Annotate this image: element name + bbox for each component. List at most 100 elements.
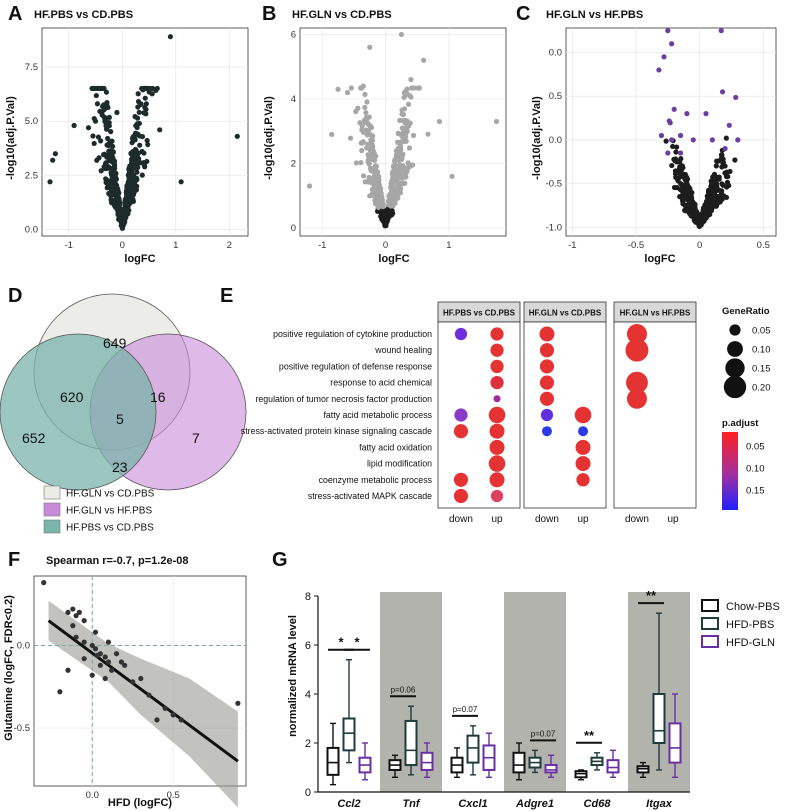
enrichment-dot bbox=[490, 489, 504, 503]
data-point bbox=[143, 101, 149, 107]
data-point bbox=[703, 111, 709, 117]
data-point bbox=[234, 133, 240, 139]
data-point bbox=[134, 155, 141, 161]
data-point bbox=[130, 679, 136, 685]
data-point bbox=[120, 221, 127, 227]
data-point bbox=[367, 44, 373, 50]
data-point bbox=[408, 76, 414, 83]
data-point bbox=[379, 201, 385, 207]
x-tick-label: -1 bbox=[318, 240, 326, 251]
data-point bbox=[674, 176, 680, 182]
data-point bbox=[358, 160, 364, 166]
venn-legend: HF.GLN vs CD.PBS HF.GLN vs HF.PBS HF.PBS v… bbox=[43, 485, 155, 534]
legend-swatch bbox=[43, 519, 61, 534]
gene-label: Cd68 bbox=[584, 798, 612, 810]
data-point bbox=[90, 133, 96, 139]
enrichment-dot bbox=[453, 488, 469, 504]
size-legend-title: GeneRatio bbox=[722, 306, 770, 317]
data-point bbox=[108, 180, 114, 186]
data-point bbox=[384, 212, 390, 218]
data-point bbox=[732, 157, 738, 163]
x-tick-label: 0.5 bbox=[757, 240, 770, 251]
data-point bbox=[359, 147, 365, 154]
gene-label: Cxcl1 bbox=[458, 798, 487, 810]
data-point bbox=[421, 57, 427, 63]
gene-label: Itgax bbox=[646, 798, 673, 810]
size-legend-dot bbox=[723, 375, 747, 399]
data-point bbox=[70, 623, 76, 629]
data-point bbox=[81, 618, 87, 624]
data-point bbox=[81, 639, 87, 645]
x-tick-label: down bbox=[625, 514, 649, 525]
volcano-c-xlabel: logFC bbox=[644, 253, 675, 265]
volcano-b-xlabel: logFC bbox=[378, 253, 409, 265]
venn-count-pbs-only: 652 bbox=[22, 430, 46, 446]
data-point bbox=[669, 162, 675, 169]
y-tick-label: 2 bbox=[305, 738, 311, 750]
data-point bbox=[154, 85, 160, 92]
data-point bbox=[713, 163, 719, 169]
data-point bbox=[102, 654, 108, 660]
data-point bbox=[135, 91, 141, 97]
data-point bbox=[685, 182, 691, 188]
data-point bbox=[306, 183, 313, 189]
data-point bbox=[695, 213, 701, 219]
data-point bbox=[101, 151, 107, 157]
term-label: lipid modification bbox=[367, 459, 432, 469]
legend-label: Chow-PBS bbox=[726, 601, 780, 613]
data-point bbox=[89, 672, 95, 678]
data-point bbox=[98, 85, 104, 92]
data-point bbox=[667, 120, 673, 126]
data-point bbox=[408, 94, 414, 100]
data-point bbox=[436, 118, 443, 125]
data-point bbox=[369, 191, 375, 197]
data-point bbox=[669, 41, 675, 47]
panel-letter-a: A bbox=[8, 3, 22, 25]
box-body bbox=[606, 759, 620, 774]
data-point bbox=[137, 142, 143, 148]
data-point bbox=[106, 119, 112, 126]
y-tick-label: 7.5 bbox=[25, 62, 38, 73]
data-point bbox=[111, 163, 118, 169]
data-point bbox=[134, 115, 141, 121]
x-tick-label: 0 bbox=[697, 240, 702, 251]
data-point bbox=[116, 196, 122, 202]
data-point bbox=[111, 198, 117, 205]
data-point bbox=[369, 137, 376, 143]
enrichment-dot bbox=[454, 327, 468, 341]
data-point bbox=[716, 176, 722, 182]
data-point bbox=[709, 137, 715, 143]
data-point bbox=[686, 209, 692, 215]
data-point bbox=[141, 150, 147, 156]
data-point bbox=[116, 205, 122, 211]
data-point bbox=[347, 135, 354, 141]
legend-label: HF.PBS vs CD.PBS bbox=[66, 523, 154, 534]
enrichment-dot bbox=[626, 324, 647, 344]
enrichment-dot bbox=[488, 455, 506, 472]
data-point bbox=[672, 171, 679, 177]
data-point bbox=[65, 609, 71, 615]
term-label: fatty acid metabolic process bbox=[323, 410, 432, 420]
data-point bbox=[733, 94, 739, 101]
data-point bbox=[373, 163, 380, 169]
gene-label: Adgre1 bbox=[515, 798, 554, 810]
data-point bbox=[719, 188, 725, 194]
data-point bbox=[92, 85, 98, 92]
data-point bbox=[178, 179, 184, 185]
data-point bbox=[109, 143, 116, 149]
box-body bbox=[420, 751, 434, 771]
data-point bbox=[684, 174, 690, 180]
volcano-c-ylabel: -log10(adj.P.Val) bbox=[531, 96, 543, 180]
y-tick-label: -1.0 bbox=[546, 222, 562, 233]
data-point bbox=[127, 168, 134, 174]
data-point bbox=[96, 155, 102, 161]
data-point bbox=[114, 187, 120, 193]
y-tick-label: 2 bbox=[291, 158, 296, 169]
legend-swatch bbox=[43, 485, 61, 500]
volcano-plot-c: logFC -log10(adj.P.Val) -1.0 -0.5 0.0 0.5 0.… bbox=[531, 27, 777, 265]
data-point bbox=[108, 191, 115, 197]
data-point bbox=[94, 101, 101, 107]
y-tick-label: 4 bbox=[291, 94, 296, 105]
data-point bbox=[407, 163, 413, 170]
data-point bbox=[398, 31, 405, 38]
